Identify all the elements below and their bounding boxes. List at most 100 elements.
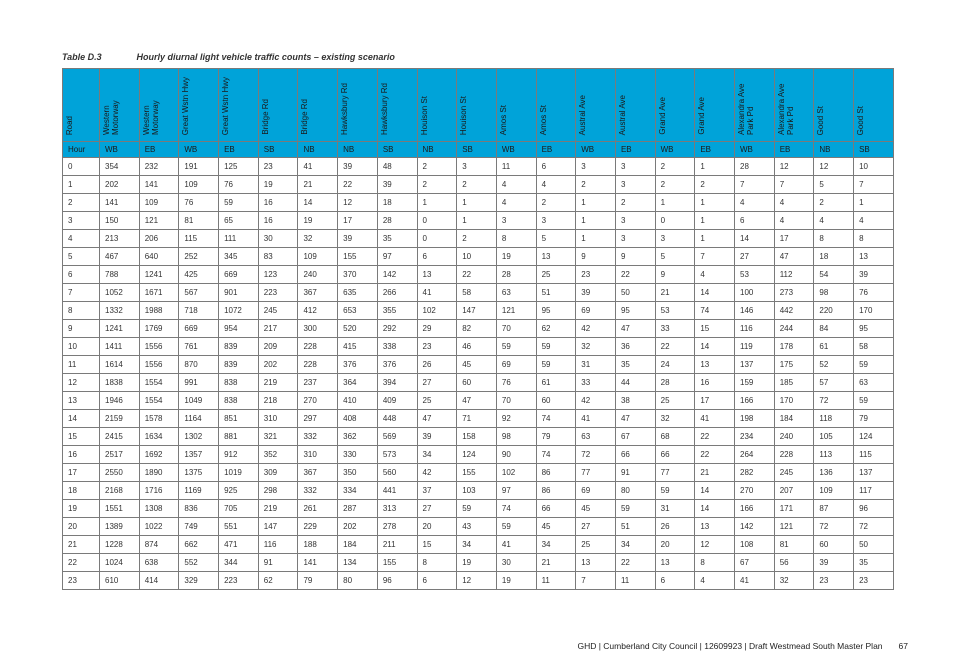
count-cell: 310: [257, 409, 299, 428]
count-cell: 70: [495, 391, 537, 410]
count-cell: 925: [218, 481, 259, 500]
count-cell: 72: [853, 517, 894, 536]
count-cell: 1228: [99, 535, 140, 554]
count-cell: 1946: [99, 391, 140, 410]
count-cell: 166: [734, 499, 775, 518]
count-cell: 150: [99, 211, 140, 230]
count-cell: 569: [376, 427, 418, 446]
count-cell: 117: [853, 481, 894, 500]
count-cell: 32: [575, 337, 616, 356]
count-cell: 79: [297, 571, 339, 590]
table-row: 4 213 206 115 111 30 32 39 35 0 2 8 5 1 3 3 1 14 17 8 8: [62, 229, 894, 248]
count-cell: 206: [138, 229, 180, 248]
table-row: 8 1332 1988 718 1072 245 412 653 355 102 147 121 95 6…: [62, 301, 894, 320]
count-cell: 69: [575, 301, 616, 320]
count-cell: 79: [853, 409, 894, 428]
count-cell: 278: [376, 517, 418, 536]
count-cell: 367: [297, 463, 339, 482]
count-cell: 86: [535, 463, 577, 482]
count-cell: 17: [694, 391, 735, 410]
count-cell: 1332: [99, 301, 140, 320]
count-cell: 20: [654, 535, 696, 554]
count-cell: 669: [178, 319, 220, 338]
hour-cell: 14: [62, 409, 100, 428]
count-cell: 24: [654, 355, 696, 374]
hour-cell: 6: [62, 265, 100, 284]
count-cell: 332: [297, 481, 339, 500]
count-cell: 270: [734, 481, 775, 500]
direction-header-cell: WB: [575, 141, 616, 158]
direction-header-cell: SB: [456, 141, 497, 158]
table-row: 20 1389 1022 749 551 147 229 202 278 20 43 59 45 27 51…: [62, 517, 894, 536]
direction-header-cell: EB: [694, 141, 735, 158]
count-cell: 22: [456, 265, 497, 284]
count-cell: 115: [853, 445, 894, 464]
count-cell: 92: [495, 409, 537, 428]
count-cell: 1: [575, 211, 616, 230]
count-cell: 32: [297, 229, 339, 248]
count-cell: 520: [337, 319, 378, 338]
count-cell: 352: [257, 445, 299, 464]
count-cell: 34: [416, 445, 458, 464]
count-cell: 1716: [138, 481, 180, 500]
table-row: 0 354 232 191 125 23 41 39 48 2 3 11 6 3 3 2 1 28 12 12 10: [62, 157, 894, 176]
count-cell: 749: [178, 517, 220, 536]
count-cell: 408: [337, 409, 378, 428]
hour-cell: 2: [62, 193, 100, 212]
count-cell: 245: [257, 301, 299, 320]
count-cell: 471: [218, 535, 259, 554]
table-row: 3 150 121 81 65 16 19 17 28 0 1 3 3 1 3 0 1 6 4 4 4: [62, 211, 894, 230]
table-title: Hourly diurnal light vehicle traffic cou…: [136, 52, 395, 62]
count-cell: 82: [456, 319, 497, 338]
count-cell: 16: [257, 211, 299, 230]
count-cell: 42: [575, 319, 616, 338]
count-cell: 98: [495, 427, 537, 446]
count-cell: 76: [218, 175, 259, 194]
count-cell: 1: [456, 193, 497, 212]
count-cell: 84: [813, 319, 855, 338]
count-cell: 121: [138, 211, 180, 230]
count-cell: 66: [614, 445, 656, 464]
count-cell: 338: [376, 337, 418, 356]
count-cell: 81: [773, 535, 815, 554]
count-cell: 7: [575, 571, 616, 590]
count-cell: 881: [218, 427, 259, 446]
count-cell: 202: [257, 355, 299, 374]
count-cell: 219: [257, 373, 299, 392]
road-header-cell: Grand Ave: [694, 68, 735, 142]
count-cell: 3: [535, 211, 577, 230]
count-cell: 1838: [99, 373, 140, 392]
hour-header-label: Hour: [62, 141, 100, 158]
count-cell: 207: [773, 481, 815, 500]
count-cell: 11: [495, 157, 537, 176]
count-cell: 14: [694, 499, 735, 518]
count-cell: 11: [535, 571, 577, 590]
count-cell: 362: [337, 427, 378, 446]
count-cell: 211: [376, 535, 418, 554]
table-row: 14 2159 1578 1164 851 310 297 408 448 47 71 92 74 41 4…: [62, 409, 894, 428]
count-cell: 62: [535, 319, 577, 338]
count-cell: 1769: [138, 319, 180, 338]
count-cell: 170: [773, 391, 815, 410]
count-cell: 705: [218, 499, 259, 518]
road-header-cell: Hawksbury Rd: [337, 68, 378, 142]
count-cell: 245: [773, 463, 815, 482]
count-cell: 185: [773, 373, 815, 392]
count-cell: 123: [257, 265, 299, 284]
count-cell: 298: [257, 481, 299, 500]
hour-cell: 3: [62, 211, 100, 230]
count-cell: 297: [297, 409, 339, 428]
count-cell: 116: [734, 319, 775, 338]
count-cell: 68: [654, 427, 696, 446]
count-cell: 98: [813, 283, 855, 302]
count-cell: 10: [456, 247, 497, 266]
count-cell: 3: [614, 175, 656, 194]
count-cell: 410: [337, 391, 378, 410]
table-body: 0 354 232 191 125 23 41 39 48 2 3 11 6 3 3 2 1 28 12 12 10 1 2…: [62, 157, 894, 590]
count-cell: 1: [575, 193, 616, 212]
count-cell: 991: [178, 373, 220, 392]
count-cell: 13: [694, 517, 735, 536]
count-cell: 0: [416, 211, 458, 230]
count-cell: 50: [614, 283, 656, 302]
count-cell: 870: [178, 355, 220, 374]
